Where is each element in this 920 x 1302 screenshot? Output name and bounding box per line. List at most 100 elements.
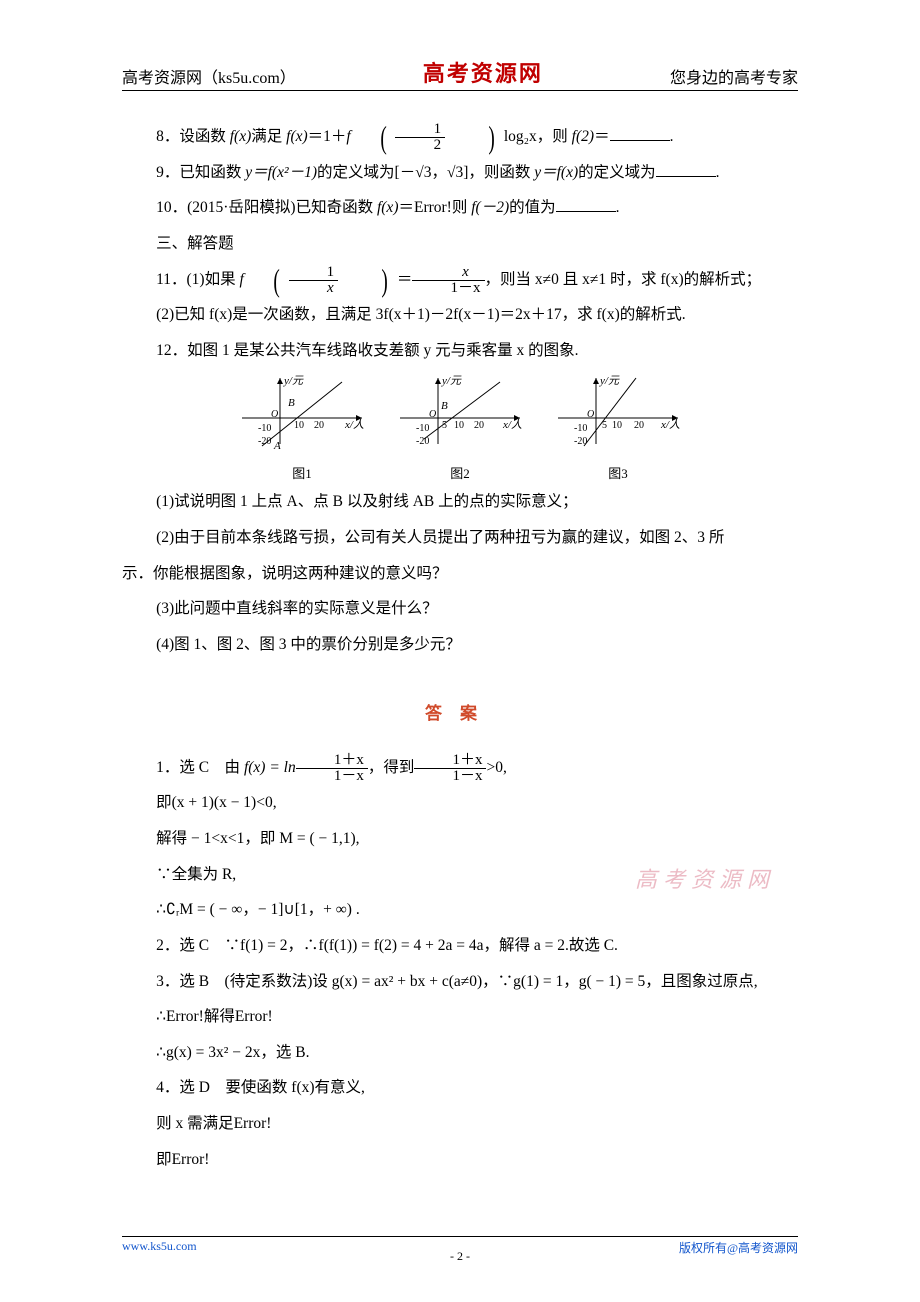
a1-fx: f(x) = ln bbox=[244, 759, 296, 776]
svg-text:5: 5 bbox=[442, 420, 447, 431]
svg-text:20: 20 bbox=[634, 420, 644, 431]
q11-f2d: 1－x bbox=[412, 281, 484, 296]
q8-lparen: ( bbox=[360, 121, 387, 153]
figure-3-svg: y/元 x/人 O 5 10 20 -10 -20 bbox=[548, 374, 688, 456]
svg-text:y/元: y/元 bbox=[441, 375, 462, 387]
q8-blank bbox=[610, 126, 670, 142]
figure-2-svg: y/元 x/人 B O 5 10 20 -10 -20 bbox=[390, 374, 530, 456]
q12-p2a: (2)由于目前本条线路亏损，公司有关人员提出了两种扭亏为赢的建议，如图 2、3 … bbox=[122, 520, 798, 556]
q11-f1d: x bbox=[289, 281, 339, 296]
q8-fhalf: f bbox=[346, 128, 350, 145]
svg-text:x/人: x/人 bbox=[344, 418, 364, 431]
q11-eq: ＝ bbox=[397, 271, 413, 288]
footer-left: www.ks5u.com bbox=[122, 1239, 197, 1254]
q10-blank bbox=[556, 197, 616, 213]
q8-eq: ＝ bbox=[594, 128, 610, 145]
page-footer: www.ks5u.com - 2 - 版权所有@高考资源网 bbox=[122, 1236, 798, 1256]
figure-2-label: 图2 bbox=[390, 463, 530, 482]
svg-text:20: 20 bbox=[474, 420, 484, 431]
q12-p3: (3)此问题中直线斜率的实际意义是什么？ bbox=[122, 591, 798, 627]
svg-text:y/元: y/元 bbox=[283, 375, 304, 387]
page-header: 高考资源网（ks5u.com） 高考资源网 您身边的高考专家 bbox=[122, 56, 798, 91]
svg-text:B: B bbox=[288, 397, 295, 409]
svg-text:-10: -10 bbox=[416, 423, 429, 434]
question-11-2: (2)已知 f(x)是一次函数，且满足 3f(x＋1)－2f(x－1)＝2x＋1… bbox=[122, 297, 798, 333]
q11-l1b: ，则当 x≠0 且 x≠1 时，求 f(x)的解析式； bbox=[485, 271, 762, 288]
q9-blank bbox=[656, 161, 716, 177]
svg-text:y/元: y/元 bbox=[599, 375, 620, 387]
header-right: 您身边的高考专家 bbox=[670, 64, 798, 88]
q9-t1: 9．已知函数 bbox=[156, 164, 245, 181]
q8-rparen: ) bbox=[468, 121, 495, 153]
question-9: 9．已知函数 y＝f(x²－1)的定义域为[－√3，√3]，则函数 y＝f(x)… bbox=[122, 155, 798, 191]
svg-text:B: B bbox=[441, 400, 448, 412]
svg-text:A: A bbox=[273, 440, 281, 452]
q8-period: . bbox=[670, 128, 674, 145]
q8-f2: f(2) bbox=[572, 128, 594, 145]
answer-3-line3: ∴g(x) = 3x² − 2x，选 B. bbox=[122, 1035, 798, 1071]
svg-text:O: O bbox=[271, 409, 278, 420]
q10-t1: 10．(2015·岳阳模拟)已知奇函数 bbox=[156, 199, 377, 216]
figures-row: y/元 x/人 B O 10 20 -10 -20 A 图1 y/元 x/人 bbox=[122, 374, 798, 482]
svg-text:10: 10 bbox=[612, 420, 622, 431]
answer-1-line2: 即(x + 1)(x − 1)<0, bbox=[122, 785, 798, 821]
svg-text:5: 5 bbox=[602, 420, 607, 431]
q8-log: log₂x，则 bbox=[504, 128, 572, 145]
answer-1-line1: 1．选 C 由 f(x) = ln1＋x1－x，得到1＋x1－x>0, bbox=[122, 750, 798, 786]
svg-text:-20: -20 bbox=[258, 436, 271, 447]
answer-1-line3: 解得 − 1<x<1，即 M = ( − 1,1), bbox=[122, 821, 798, 857]
q11-f1n: 1 bbox=[289, 265, 339, 281]
svg-text:20: 20 bbox=[314, 420, 324, 431]
q8-label: 8．设函数 bbox=[156, 128, 230, 145]
svg-text:10: 10 bbox=[454, 420, 464, 431]
footer-page-number: - 2 - bbox=[450, 1249, 470, 1264]
svg-text:x/人: x/人 bbox=[660, 418, 680, 431]
svg-text:O: O bbox=[587, 409, 594, 420]
figure-1-svg: y/元 x/人 B O 10 20 -10 -20 A bbox=[232, 374, 372, 456]
answer-1-line5: ∴∁ᵣM = ( − ∞，− 1]∪[1，+ ∞) . bbox=[122, 892, 798, 928]
question-10: 10．(2015·岳阳模拟)已知奇函数 f(x)＝Error!则 f(－2)的值… bbox=[122, 190, 798, 226]
svg-text:-10: -10 bbox=[258, 423, 271, 434]
q8-mid2: ＝1＋ bbox=[308, 128, 347, 145]
answer-3-line2: ∴Error!解得Error! bbox=[122, 999, 798, 1035]
svg-text:x/人: x/人 bbox=[502, 418, 522, 431]
q10-fneg2: f(－2) bbox=[471, 199, 509, 216]
answer-4-line1: 4．选 D 要使函数 f(x)有意义, bbox=[122, 1070, 798, 1106]
q9-yfx: y＝f(x) bbox=[534, 164, 578, 181]
q9-t3: 的定义域为 bbox=[578, 164, 656, 181]
footer-right: 版权所有@高考资源网 bbox=[679, 1239, 798, 1256]
header-center-logo: 高考资源网 bbox=[423, 56, 543, 88]
a1-l1a: 1．选 C 由 bbox=[156, 759, 244, 776]
svg-text:10: 10 bbox=[294, 420, 304, 431]
q10-period: . bbox=[616, 199, 620, 216]
q9-t2: 的定义域为[－√3，√3]，则函数 bbox=[317, 164, 534, 181]
q11-l1a: 11．(1)如果 bbox=[156, 271, 239, 288]
svg-text:O: O bbox=[429, 409, 436, 420]
q8-fx: f(x) bbox=[230, 128, 252, 145]
answer-title: 答案 bbox=[122, 699, 798, 724]
svg-text:-20: -20 bbox=[416, 436, 429, 447]
q11-lp: ( bbox=[253, 264, 280, 296]
q8-mid1: 满足 bbox=[251, 128, 286, 145]
q10-t3: 的值为 bbox=[509, 199, 556, 216]
question-11-1: 11．(1)如果 f(1x)＝x1－x，则当 x≠0 且 x≠1 时，求 f(x… bbox=[122, 262, 798, 298]
q9-yeq: y＝f(x²－1) bbox=[245, 164, 317, 181]
a1-f2d: 1－x bbox=[414, 769, 486, 784]
q12-p4: (4)图 1、图 2、图 3 中的票价分别是多少元？ bbox=[122, 627, 798, 663]
q12-p2b: 示．你能根据图象，说明这两种建议的意义吗？ bbox=[122, 556, 798, 592]
answer-3-line1: 3．选 B (待定系数法)设 g(x) = ax² + bx + c(a≠0)，… bbox=[122, 964, 798, 1000]
figure-3: y/元 x/人 O 5 10 20 -10 -20 图3 bbox=[548, 374, 688, 482]
figure-1-label: 图1 bbox=[232, 463, 372, 482]
svg-text:-10: -10 bbox=[574, 423, 587, 434]
q11-f2n: x bbox=[412, 265, 484, 281]
a1-tail: >0, bbox=[486, 759, 506, 776]
figure-1: y/元 x/人 B O 10 20 -10 -20 A 图1 bbox=[232, 374, 372, 482]
a1-f2n: 1＋x bbox=[414, 753, 486, 769]
figure-3-label: 图3 bbox=[548, 463, 688, 482]
watermark-text: 高考资源网 bbox=[635, 862, 775, 894]
a1-mid: ，得到 bbox=[368, 759, 415, 776]
a1-f1d: 1－x bbox=[296, 769, 368, 784]
figure-2: y/元 x/人 B O 5 10 20 -10 -20 图2 bbox=[390, 374, 530, 482]
question-12-intro: 12．如图 1 是某公共汽车线路收支差额 y 元与乘客量 x 的图象. bbox=[122, 333, 798, 369]
section-3-title: 三、解答题 bbox=[122, 226, 798, 262]
